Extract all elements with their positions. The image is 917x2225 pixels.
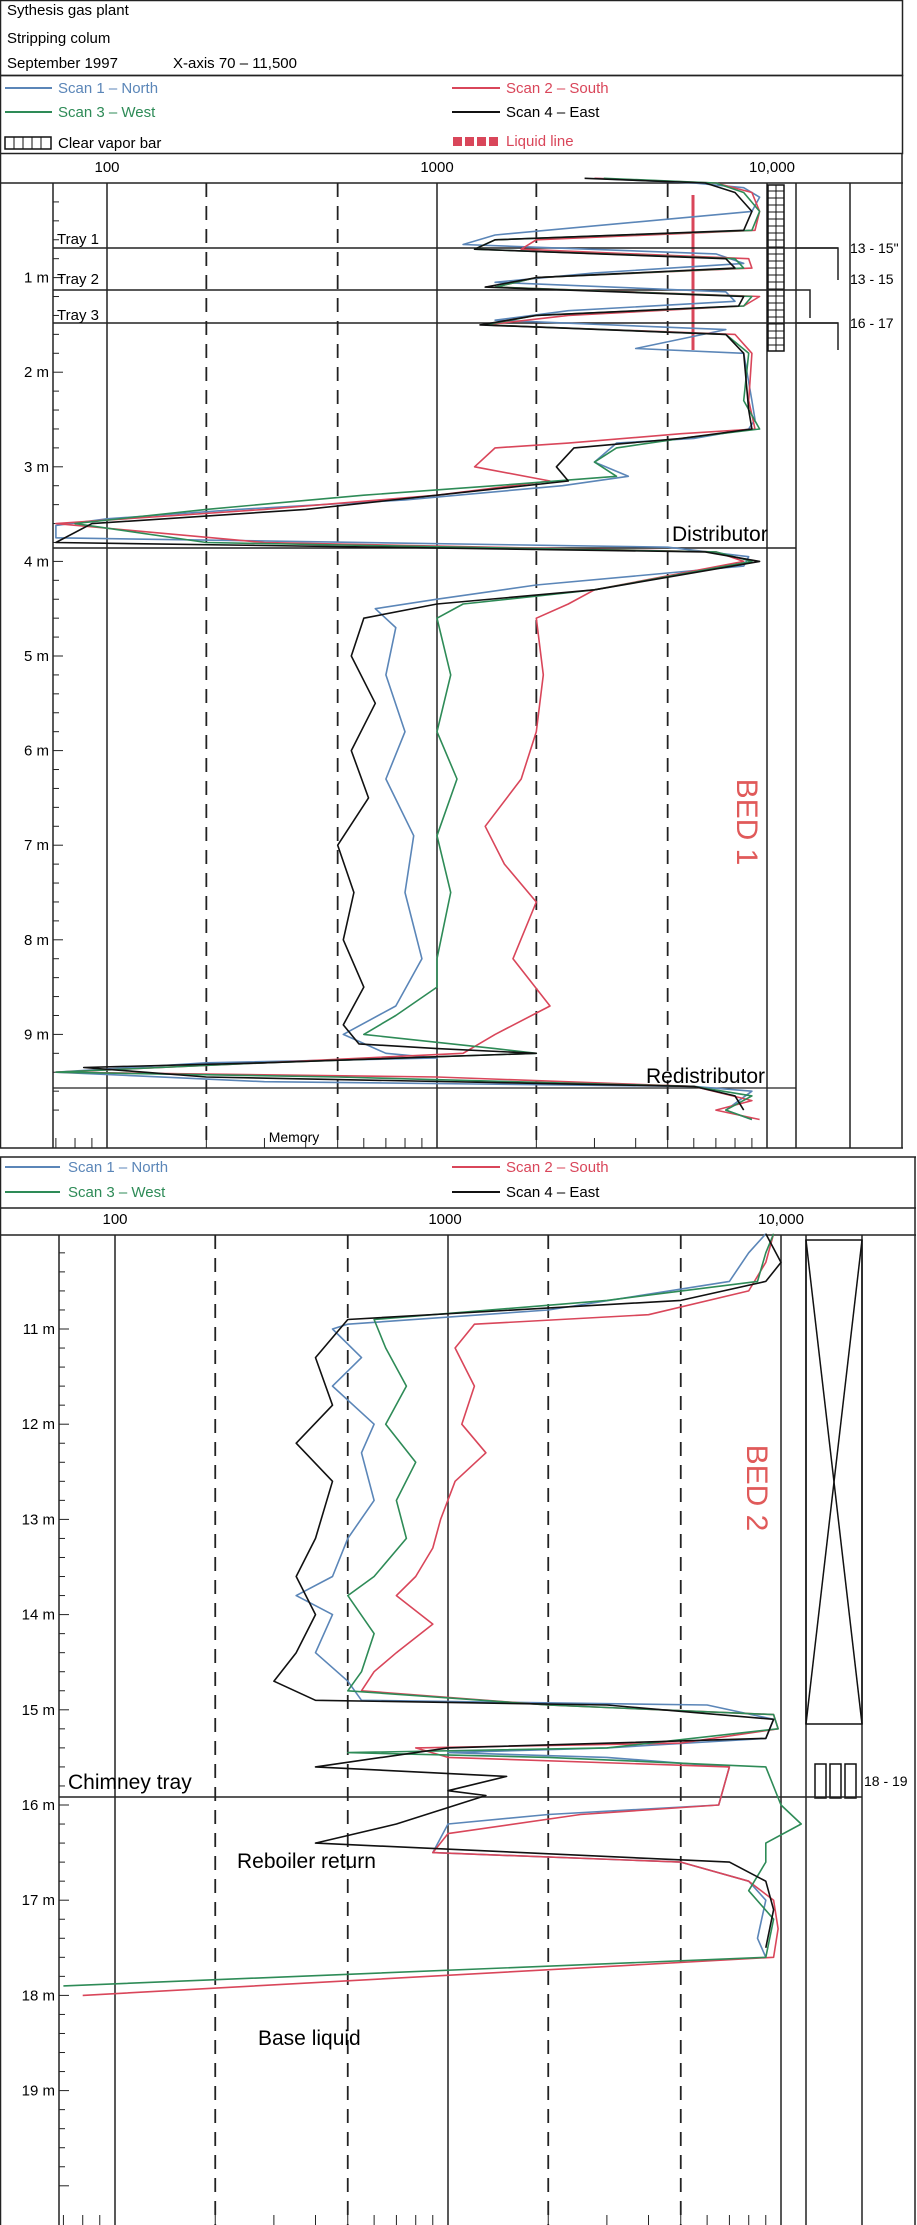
- legend-south-label: Scan 2 – South: [506, 80, 609, 97]
- bottom-x-tick-label-10000: 10,000: [758, 1211, 804, 1228]
- series-line-north: [55, 177, 761, 1121]
- header-unit-name: Stripping colum: [7, 30, 110, 47]
- tray1-label: Tray 1: [57, 231, 99, 248]
- legend-west-label: Scan 3 – West: [58, 104, 156, 121]
- series-line-west: [63, 1233, 803, 1987]
- bottom-x-tick-label-1000: 1000: [428, 1211, 461, 1228]
- top-y-ticks: 1 m 2 m 3 m 4 m 5 m 6 m 7 m 8 m 9 m: [24, 201, 63, 1111]
- bed1-label: BED 1: [730, 779, 763, 866]
- bed2-label: BED 2: [740, 1445, 773, 1532]
- bottom-gridlines: [114, 1235, 782, 2225]
- series-line-east: [55, 177, 761, 1111]
- bottom-series-group: [63, 1233, 803, 1997]
- top-series-group: [55, 177, 761, 1121]
- bottom-legend: Scan 1 – North Scan 3 – West Scan 2 – So…: [5, 1159, 609, 1201]
- clear-vapor-bar: [767, 184, 785, 352]
- tray1-bracket: [795, 247, 839, 280]
- redistributor-label: Redistributor: [646, 1065, 765, 1088]
- y-tick-label: 13 m: [22, 1511, 55, 1528]
- y-tick-label: 18 m: [22, 1987, 55, 2004]
- legend-vapor-label: Clear vapor bar: [58, 135, 161, 152]
- series-line-west: [55, 177, 761, 1121]
- packing-box: [805, 1239, 863, 1725]
- memory-label: Memory: [269, 1129, 320, 1145]
- tray2-bracket: [795, 289, 811, 318]
- y-tick-label: 4 m: [24, 553, 49, 570]
- header-box: [0, 0, 904, 77]
- legend2-south-label: Scan 2 – South: [506, 1159, 609, 1176]
- y-tick-label: 7 m: [24, 837, 49, 854]
- top-x-tick-label-1000: 1000: [420, 159, 453, 176]
- bottom-panel: 11 m 12 m 13 m 14 m 15 m 16 m 17 m 18 m 19 m 100…: [0, 1156, 916, 2225]
- top-legend-box: [0, 74, 904, 155]
- chimney-tray-label: Chimney tray: [68, 1771, 192, 1794]
- legend2-east-label: Scan 4 – East: [506, 1184, 600, 1201]
- y-tick-label: 19 m: [22, 2083, 55, 2100]
- top-legend: Scan 1 – North Scan 3 – West Clear vapor…: [0, 74, 904, 155]
- distributor-label: Distributor: [672, 523, 768, 546]
- legend-liquid-label: Liquid line: [506, 133, 574, 150]
- y-tick-label: 8 m: [24, 932, 49, 949]
- legend2-north-label: Scan 1 – North: [68, 1159, 168, 1176]
- y-tick-label: 11 m: [23, 1321, 55, 1338]
- series-line-north: [295, 1233, 775, 1958]
- reboiler-return-label: Reboiler return: [237, 1850, 376, 1873]
- tray3-bracket: [795, 322, 839, 350]
- top-x-tick-label-10000: 10,000: [749, 159, 795, 176]
- top-panel: 1 m 2 m 3 m 4 m 5 m 6 m 7 m 8 m 9 m 100 1000 10,…: [0, 154, 903, 1149]
- y-tick-label: 9 m: [24, 1026, 49, 1043]
- legend-north-label: Scan 1 – North: [58, 80, 158, 97]
- bottom-y-ticks: 11 m 12 m 13 m 14 m 15 m 16 m 17 m 18 m 19 m: [22, 1252, 69, 2187]
- legend2-west-label: Scan 3 – West: [68, 1184, 166, 1201]
- y-tick-label: 2 m: [24, 364, 49, 381]
- series-line-east: [273, 1233, 782, 1948]
- top-x-tick-label-100: 100: [94, 159, 119, 176]
- top-x-ticks: [55, 1130, 768, 1148]
- y-tick-label: 1 m: [24, 270, 49, 287]
- bottom-x-tick-label-100: 100: [102, 1211, 127, 1228]
- liquid-line-swatch: [453, 137, 498, 146]
- bottom-x-ticks: [62, 2207, 782, 2225]
- series-line-south: [55, 177, 761, 1121]
- base-liquid-label: Base liquid: [258, 2027, 361, 2050]
- y-tick-label: 5 m: [24, 648, 49, 665]
- header: Sythesis gas plant Stripping colum Septe…: [0, 0, 904, 77]
- y-tick-label: 15 m: [22, 1702, 55, 1719]
- chimney-tray-symbol: [814, 1763, 857, 1799]
- header-plant-name: Sythesis gas plant: [7, 2, 130, 19]
- y-tick-label: 14 m: [22, 1607, 55, 1624]
- header-date: September 1997: [7, 55, 118, 72]
- y-tick-label: 17 m: [22, 1892, 55, 1909]
- tray1-right-label: 13 - 15": [850, 240, 899, 256]
- series-line-south: [82, 1233, 779, 1997]
- chimney-right-label: 18 - 19: [864, 1773, 908, 1789]
- legend-east-label: Scan 4 – East: [506, 104, 600, 121]
- vapor-bar-swatch: [4, 136, 52, 150]
- y-tick-label: 6 m: [24, 743, 49, 760]
- tray3-label: Tray 3: [57, 307, 99, 324]
- y-tick-label: 16 m: [22, 1797, 55, 1814]
- y-tick-label: 3 m: [24, 459, 49, 476]
- y-tick-label: 12 m: [22, 1416, 55, 1433]
- tray2-label: Tray 2: [57, 271, 99, 288]
- tray3-right-label: 16 - 17: [850, 315, 894, 331]
- header-xaxis-range: X-axis 70 – 11,500: [173, 55, 297, 72]
- tray2-right-label: 13 - 15: [850, 271, 894, 287]
